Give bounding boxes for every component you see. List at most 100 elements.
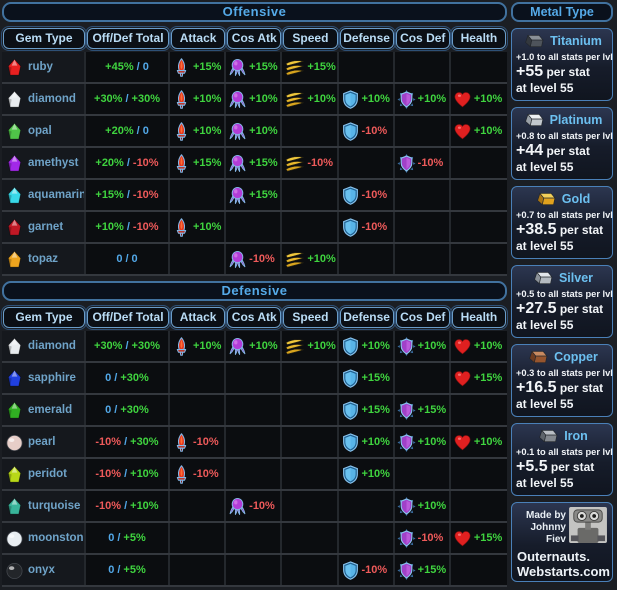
table-row: sapphire 0/+30% +15% +15% (2, 363, 507, 395)
off-def-total-cell: +30% / +30% (86, 331, 170, 361)
off-def-total-cell: +20% / -10% (86, 148, 170, 178)
cos-atk-icon (228, 154, 247, 173)
gem-cell: aquamarine (2, 180, 86, 210)
defense-cell (338, 523, 395, 553)
offensive-table: Offensive Gem Type Off/Def Total Attack Cos… (1, 2, 509, 276)
column-header-off-def-total[interactable]: Off/Def Total (85, 26, 171, 51)
defense-icon (341, 464, 360, 484)
cos_atk-cell (226, 395, 283, 425)
gem-name: opal (28, 125, 52, 137)
garnet-gem-icon (5, 218, 24, 237)
metal-at-level: at level 55 (516, 318, 574, 332)
attack-icon (172, 57, 191, 77)
column-header-cos_def[interactable]: Cos Def (393, 26, 452, 51)
column-header-attack[interactable]: Attack (168, 26, 228, 51)
off-def-total-cell: +15% / -10% (86, 180, 170, 210)
metal-at-level: at level 55 (516, 239, 574, 253)
cos-def-icon (397, 336, 416, 356)
metal-cards: Titanium +1.0 to all stats per lvl +55 per… (511, 28, 613, 496)
column-header-off-def-total[interactable]: Off/Def Total (85, 305, 171, 330)
made-by-row: Made by Johnny Fiev (517, 507, 607, 546)
stat-value: +10% (361, 340, 390, 352)
attack-icon (172, 153, 191, 173)
cos_def-cell (394, 459, 451, 489)
stat-value: +10% (473, 436, 503, 448)
cos-def-icon (397, 153, 416, 173)
cos-atk-icon (228, 497, 247, 516)
made-by-text: Made by Johnny Fiev (517, 507, 566, 546)
speed-cell (282, 459, 339, 489)
made-by-line1: Made by (525, 510, 566, 521)
metal-at-level: at level 55 (516, 476, 574, 490)
column-header-defense[interactable]: Defense (337, 26, 396, 51)
attack-cell: +15% (170, 148, 227, 178)
amethyst-gem-icon (5, 154, 24, 173)
health-cell (450, 52, 507, 82)
column-header-cos_atk[interactable]: Cos Atk (225, 26, 284, 51)
metal-name: Copper (554, 350, 598, 364)
cos-atk-icon (228, 58, 247, 77)
defense-cell: +10% (338, 459, 395, 489)
off-def-total-cell: +45%/0 (86, 52, 170, 82)
heart-icon (453, 337, 472, 356)
health-cell: +10% (450, 116, 507, 146)
attack-cell (170, 491, 227, 521)
cos_atk-cell (226, 212, 283, 242)
stat-value: +10% (417, 436, 447, 448)
speed-cell: -10% (282, 148, 339, 178)
metal-card-gold: Gold +0.7 to all stats per lvl +38.5 per s… (511, 186, 613, 259)
speed-icon (284, 58, 305, 77)
column-header-defense[interactable]: Defense (337, 305, 396, 330)
column-header-cos_def[interactable]: Cos Def (393, 305, 452, 330)
off-def-total-cell: -10% / +30% (86, 427, 170, 457)
column-header-cos_atk[interactable]: Cos Atk (225, 305, 284, 330)
health-cell: +10% (450, 331, 507, 361)
attack-icon (172, 217, 191, 237)
cos-def-icon (397, 432, 416, 452)
defense-icon (341, 89, 360, 109)
stat-value: +15% (473, 532, 503, 544)
speed-icon (284, 337, 305, 356)
column-header-speed[interactable]: Speed (281, 305, 340, 330)
metal-per-stat: +16.5 per stat (516, 379, 604, 396)
attack-cell: +10% (170, 212, 227, 242)
gem-name: diamond (28, 340, 76, 352)
speed-icon (284, 90, 305, 109)
off-def-total-cell: 0/+30% (86, 363, 170, 393)
stat-value: +10% (473, 340, 503, 352)
health-cell: +10% (450, 427, 507, 457)
stat-value: +15% (473, 372, 503, 384)
defense-icon (341, 560, 360, 580)
cos_atk-cell (226, 523, 283, 553)
made-by-line2: Johnny Fiev (530, 522, 566, 545)
gem-cell: diamond (2, 331, 86, 361)
defense-cell: -10% (338, 555, 395, 585)
off-def-total-cell: -10% / +10% (86, 491, 170, 521)
stat-value: +10% (249, 340, 278, 352)
column-header-speed[interactable]: Speed (281, 26, 340, 51)
column-header-health[interactable]: Health (449, 305, 509, 330)
ruby-gem-icon (5, 58, 24, 77)
gem-name: garnet (28, 221, 64, 233)
column-header-gem-type[interactable]: Gem Type (1, 305, 87, 330)
metal-sidebar: Metal Type Titanium +1.0 to all stats per… (511, 2, 613, 587)
table-row: emerald 0/+30% +15% +15% (2, 395, 507, 427)
column-header-health[interactable]: Health (449, 26, 509, 51)
gem-cell: amethyst (2, 148, 86, 178)
off-def-total-cell: 0/+5% (86, 555, 170, 585)
stat-value: +10% (361, 436, 390, 448)
column-header-gem-type[interactable]: Gem Type (1, 26, 87, 51)
silver-ingot-icon (531, 271, 556, 286)
cos-atk-icon (228, 337, 247, 356)
onyx-gem-icon (5, 561, 24, 580)
stat-value: -10% (307, 157, 334, 169)
table-row: aquamarine+15%/-10% +15% -10% (2, 180, 507, 212)
website-link[interactable]: Outernauts. Webstarts.com (517, 549, 610, 579)
health-cell (450, 491, 507, 521)
column-header-attack[interactable]: Attack (168, 305, 228, 330)
stat-value: -10% (417, 157, 444, 169)
table-row: onyx 0/+5% -10% +15% (2, 555, 507, 587)
gem-name: sapphire (28, 372, 76, 384)
iron-ingot-icon (536, 429, 561, 444)
offensive-rows: ruby +45%/0 +15% +15% +15% diamond +30% / +30% +1… (2, 52, 507, 276)
